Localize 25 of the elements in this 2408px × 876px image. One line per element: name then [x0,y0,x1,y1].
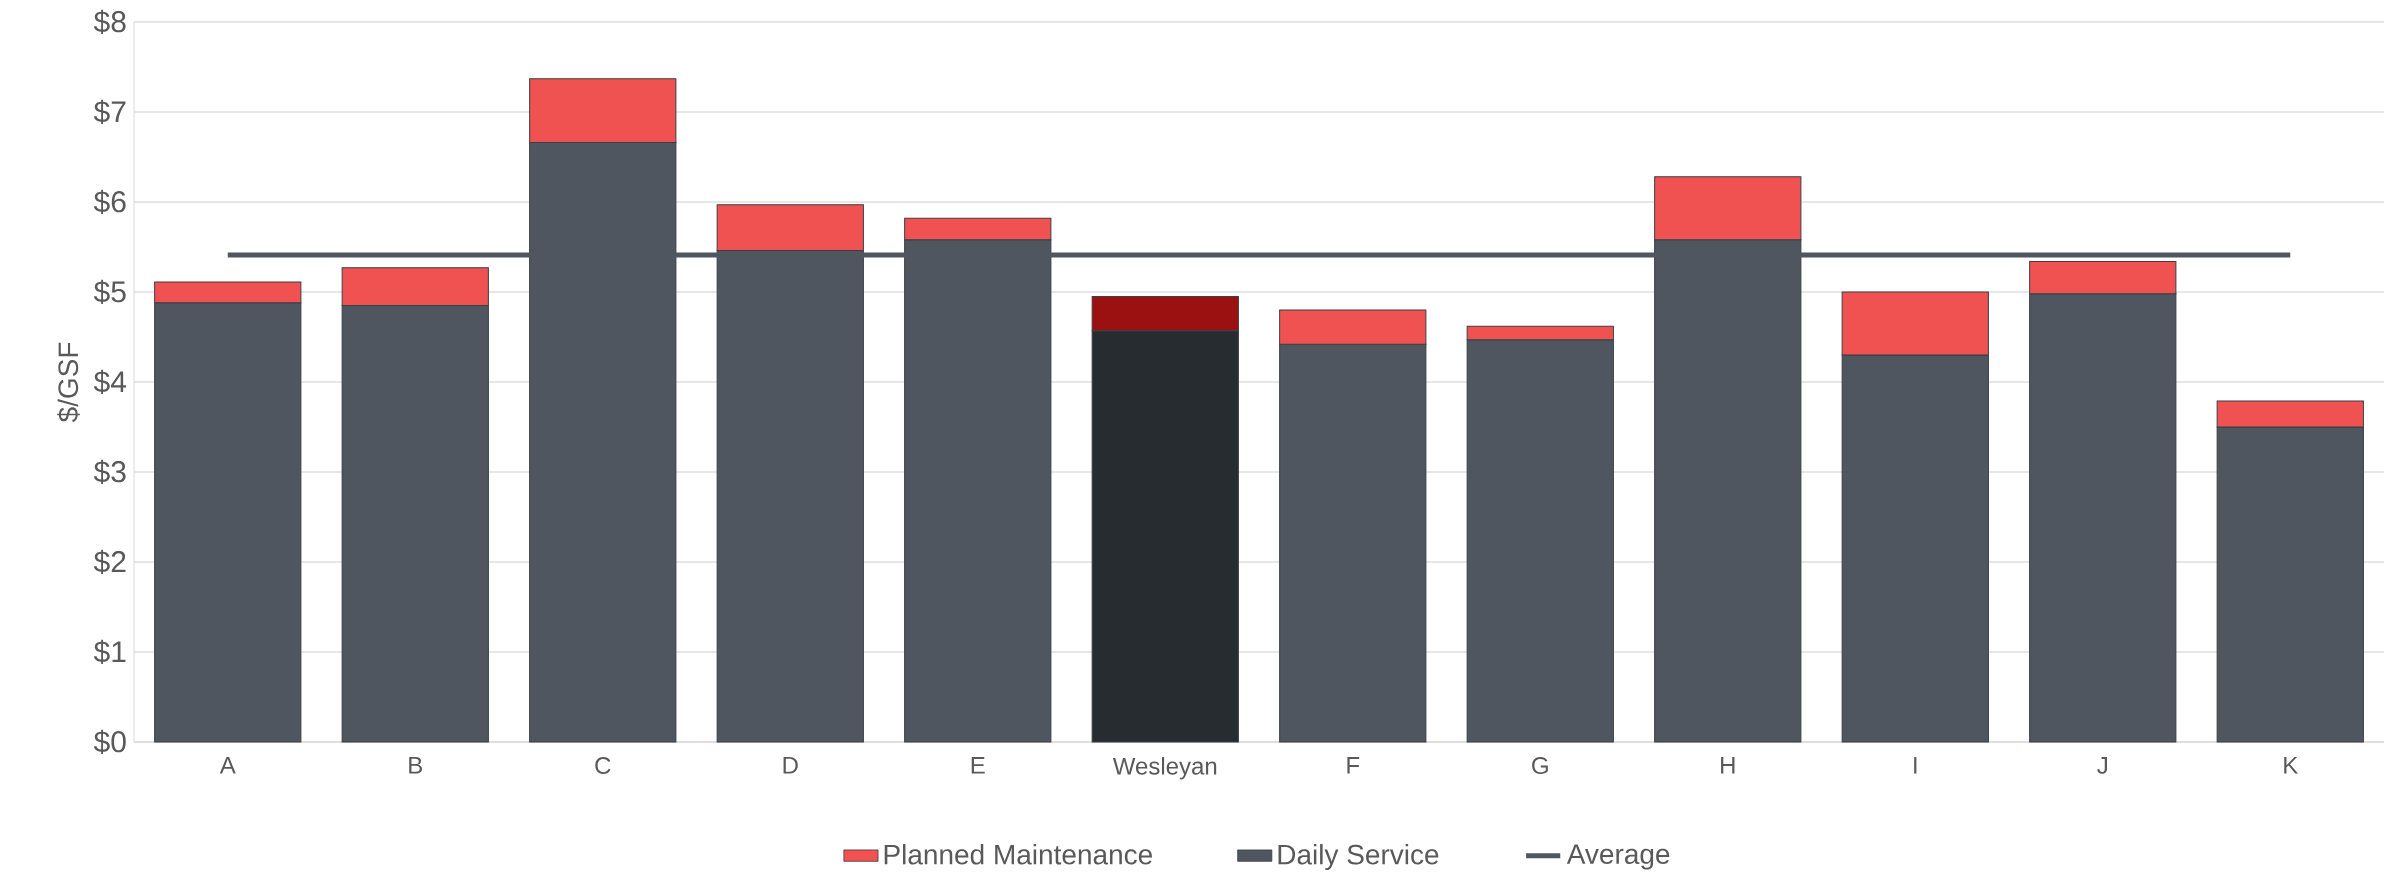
y-tick-label: $4 [93,369,127,395]
x-tick-label: E [971,757,985,774]
x-tick-label: C [595,757,611,775]
y-tick-label: $3 [93,459,126,485]
legend-label: Average [1566,844,1670,870]
x-tick-label: Wesleyan [1112,757,1217,780]
y-tick-label: $5 [93,279,126,305]
x-tick-label: K [2284,757,2299,774]
y-tick-label: $0 [93,729,126,755]
x-tick-label: H [1721,757,1735,774]
y-tick-label: $7 [93,99,126,125]
y-tick-label: $2 [93,549,126,575]
x-tick-label: B [409,757,422,774]
x-tick-label: D [783,757,798,774]
x-tick-label: A [219,757,236,774]
y-tick-label: $8 [93,9,126,35]
y-tick-label: $6 [93,189,126,215]
x-tick-label: J [2097,757,2107,774]
y-tick-label: $1 [93,639,126,665]
x-tick-label: I [1914,757,1917,774]
x-tick-label: F [1347,757,1360,774]
legend-label: Planned Maintenance [884,843,1152,865]
x-tick-label: G [1532,757,1548,775]
legend-label: Daily Service [1278,843,1439,871]
y-axis-title: $/GSF [57,342,80,423]
